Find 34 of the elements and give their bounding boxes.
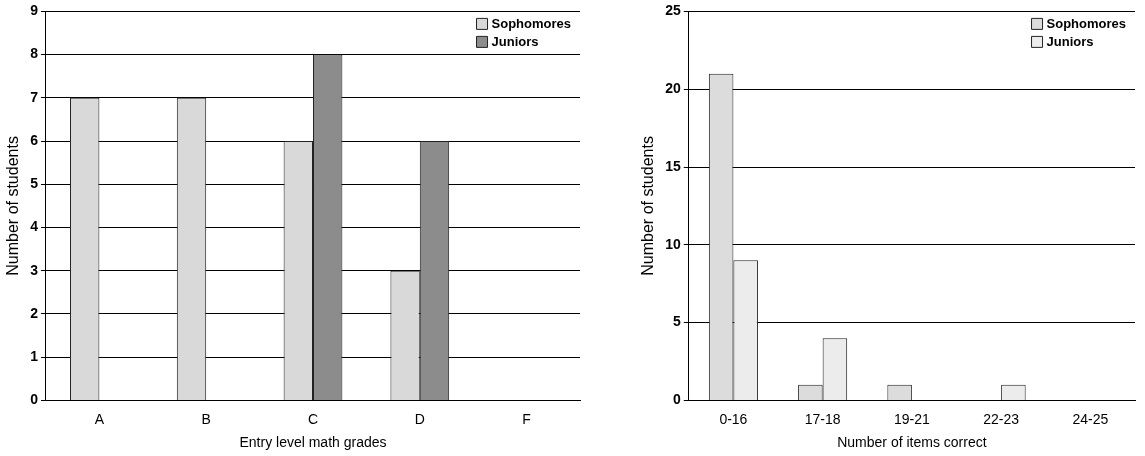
y-tick-label: 8 — [30, 45, 39, 62]
x-tick-label: D — [414, 410, 425, 427]
y-axis-title: Number of students — [639, 136, 657, 276]
y-tick-label: 0 — [30, 391, 39, 408]
x-tick-label: C — [307, 410, 319, 427]
x-tick-label: 19-21 — [893, 410, 930, 427]
y-tick-label: 10 — [665, 235, 681, 252]
x-tick-label: F — [522, 410, 531, 427]
x-axis-title: Number of items correct — [837, 434, 987, 451]
legend-label: Juniors — [491, 33, 539, 49]
y-tick-label: 9 — [30, 2, 39, 19]
legend-label: Sophomores — [1046, 15, 1127, 31]
x-tick-label: A — [94, 410, 105, 427]
y-tick-label: 15 — [665, 157, 681, 174]
y-tick-label: 5 — [672, 313, 681, 330]
x-tick-label: B — [201, 410, 211, 427]
y-tick-label: 1 — [30, 348, 39, 365]
y-tick-label: 2 — [30, 304, 39, 321]
y-axis-title: Number of students — [4, 136, 22, 276]
legend-label: Juniors — [1046, 33, 1094, 49]
x-tick-label: 0-16 — [719, 410, 748, 427]
y-tick-label: 7 — [30, 88, 39, 105]
y-tick-label: 20 — [665, 80, 681, 97]
x-tick-label: 22-23 — [983, 410, 1020, 427]
y-tick-label: 4 — [30, 218, 39, 235]
x-tick-label: 17-18 — [804, 410, 841, 427]
x-tick-label: 24-25 — [1072, 410, 1109, 427]
y-tick-label: 3 — [30, 261, 39, 278]
y-tick-label: 6 — [30, 131, 39, 148]
y-tick-label: 0 — [672, 391, 681, 408]
y-tick-label: 25 — [665, 2, 681, 19]
x-axis-title: Entry level math grades — [239, 434, 387, 451]
y-tick-label: 5 — [30, 175, 39, 192]
legend-label: Sophomores — [491, 15, 572, 31]
